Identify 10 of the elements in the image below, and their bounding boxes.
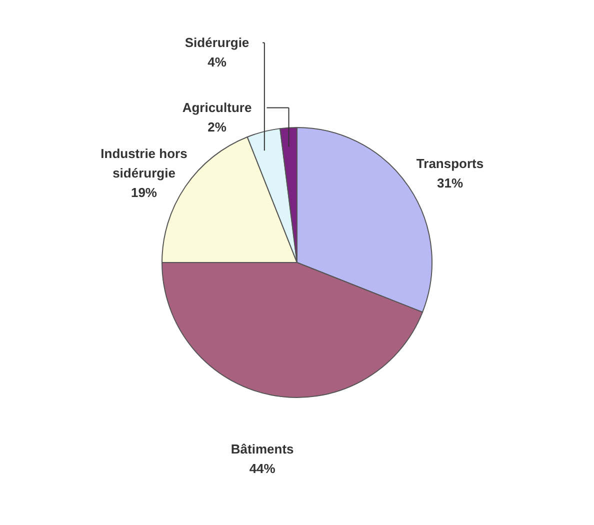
data-label: 2% — [208, 119, 227, 134]
slice-label: Transports — [416, 156, 484, 171]
slice-label: Agriculture — [182, 100, 252, 115]
data-label: 4% — [208, 54, 227, 70]
slice-label: Industrie hors sidérurgie — [100, 146, 188, 181]
data-label: 44% — [249, 460, 276, 476]
data-label: 31% — [436, 175, 464, 190]
slice-label: Sidérurgie — [184, 34, 250, 50]
data-label: 19% — [130, 185, 158, 200]
slice-label: Bâtiments — [230, 441, 294, 456]
